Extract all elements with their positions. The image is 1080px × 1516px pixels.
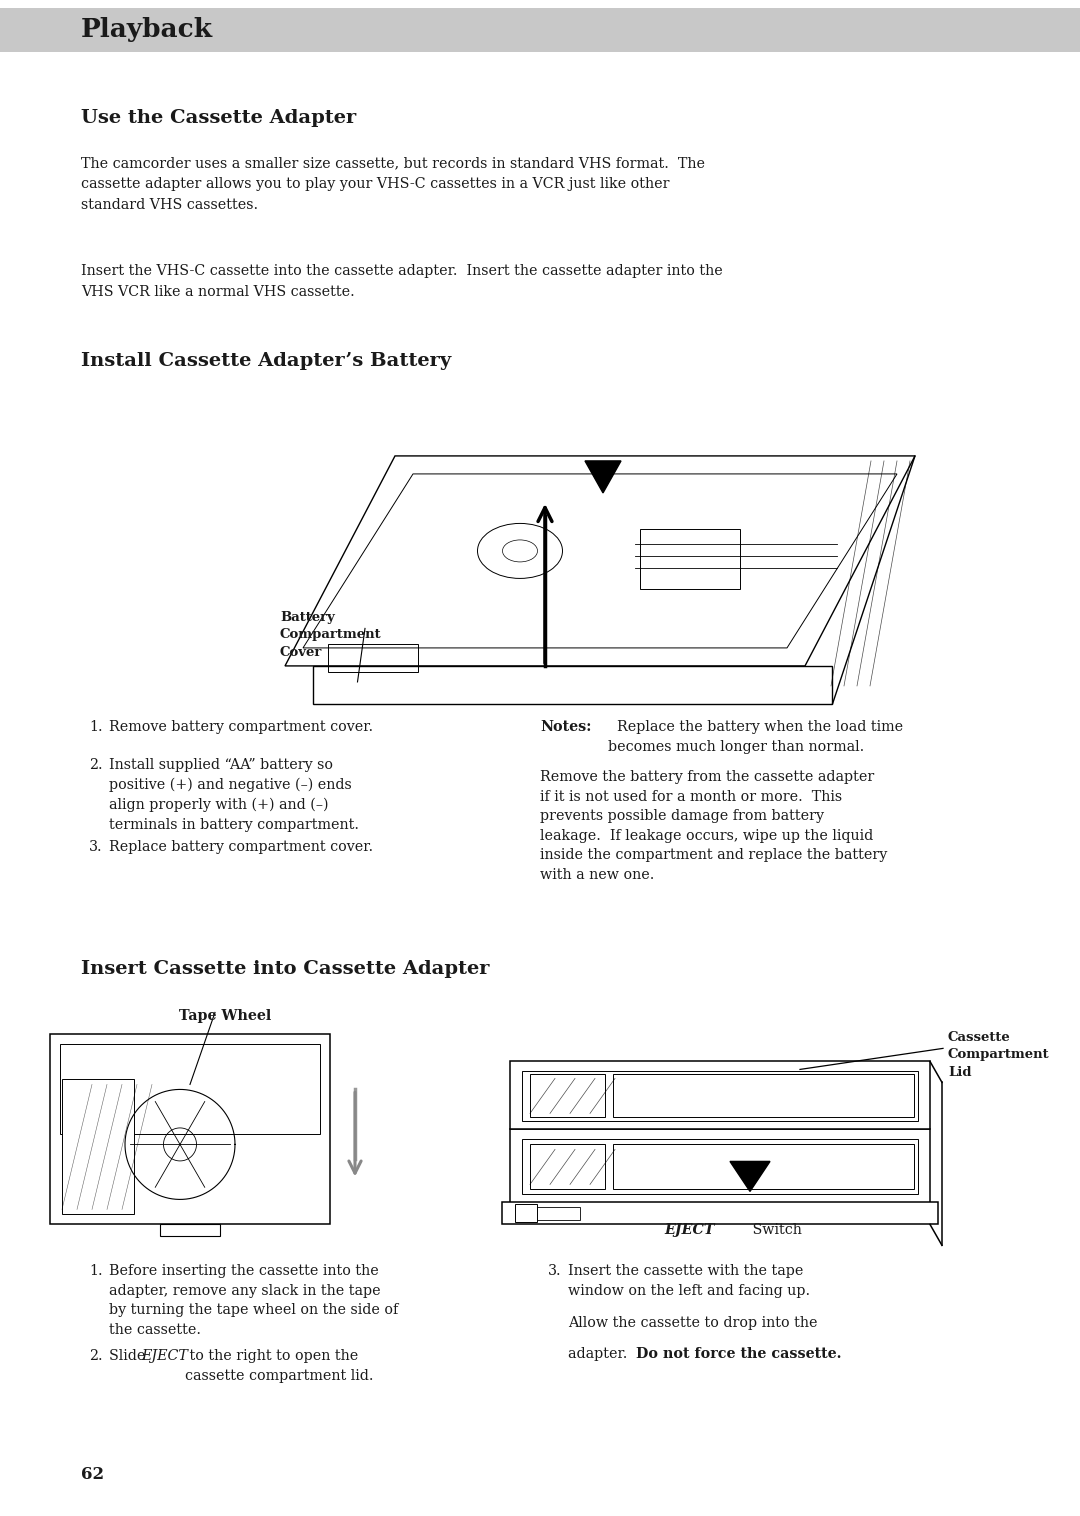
- Polygon shape: [585, 461, 621, 493]
- Text: Remove battery compartment cover.: Remove battery compartment cover.: [109, 720, 373, 734]
- Text: 1.: 1.: [89, 1264, 103, 1278]
- Text: EJECT: EJECT: [665, 1223, 715, 1237]
- Text: Replace the battery when the load time
becomes much longer than normal.: Replace the battery when the load time b…: [608, 720, 903, 753]
- Text: Compartment: Compartment: [948, 1049, 1050, 1061]
- Text: Replace battery compartment cover.: Replace battery compartment cover.: [109, 840, 373, 854]
- Bar: [530, 1075, 605, 1117]
- Text: Insert the VHS-C cassette into the cassette adapter.  Insert the cassette adapte: Insert the VHS-C cassette into the casse…: [81, 264, 723, 299]
- Bar: [510, 1129, 930, 1204]
- Text: The camcorder uses a smaller size cassette, but records in standard VHS format. : The camcorder uses a smaller size casset…: [81, 156, 705, 212]
- Text: Install supplied “AA” battery so
positive (+) and negative (–) ends
align proper: Install supplied “AA” battery so positiv…: [109, 758, 359, 832]
- Bar: [327, 644, 418, 672]
- Text: Switch: Switch: [748, 1223, 801, 1237]
- Text: Battery: Battery: [280, 611, 335, 625]
- Bar: [502, 1202, 939, 1225]
- Bar: [525, 1207, 580, 1220]
- Text: Install Cassette Adapter’s Battery: Install Cassette Adapter’s Battery: [81, 352, 451, 370]
- Text: Compartment: Compartment: [280, 629, 381, 641]
- Text: Insert the cassette with the tape
window on the left and facing up.: Insert the cassette with the tape window…: [568, 1264, 810, 1298]
- Text: Tape Wheel: Tape Wheel: [179, 1010, 271, 1023]
- Text: Cassette: Cassette: [948, 1031, 1011, 1045]
- Bar: [613, 1145, 914, 1190]
- Bar: [613, 1075, 914, 1117]
- Polygon shape: [730, 1161, 770, 1192]
- Bar: [0, 8, 1080, 52]
- Bar: [530, 1145, 605, 1190]
- Bar: [160, 1225, 220, 1237]
- Text: Do not force the cassette.: Do not force the cassette.: [636, 1346, 841, 1361]
- Text: adapter.: adapter.: [568, 1346, 636, 1361]
- Text: 2.: 2.: [89, 1349, 103, 1363]
- Text: Cover: Cover: [280, 646, 322, 659]
- Text: Insert Cassette into Cassette Adapter: Insert Cassette into Cassette Adapter: [81, 960, 489, 978]
- Bar: [522, 1140, 918, 1195]
- Text: 3.: 3.: [89, 840, 103, 854]
- Text: 62: 62: [81, 1466, 104, 1483]
- Text: Before inserting the cassette into the
adapter, remove any slack in the tape
by : Before inserting the cassette into the a…: [109, 1264, 399, 1337]
- Text: Playback: Playback: [81, 18, 213, 42]
- Bar: [522, 1072, 918, 1122]
- Text: Remove the battery from the cassette adapter
if it is not used for a month or mo: Remove the battery from the cassette ada…: [540, 770, 888, 882]
- Bar: [515, 1204, 537, 1222]
- Bar: [640, 529, 740, 588]
- Text: 1.: 1.: [89, 720, 103, 734]
- Bar: [62, 1079, 134, 1214]
- Text: EJECT: EJECT: [141, 1349, 188, 1363]
- Text: to the right to open the
cassette compartment lid.: to the right to open the cassette compar…: [185, 1349, 374, 1383]
- Bar: [510, 1061, 930, 1129]
- Text: Use the Cassette Adapter: Use the Cassette Adapter: [81, 109, 356, 127]
- Text: Slide: Slide: [109, 1349, 150, 1363]
- Text: 3.: 3.: [548, 1264, 562, 1278]
- Text: Lid: Lid: [948, 1066, 972, 1079]
- Bar: [50, 1034, 330, 1225]
- Text: Allow the cassette to drop into the: Allow the cassette to drop into the: [568, 1316, 818, 1331]
- Text: 2.: 2.: [89, 758, 103, 772]
- Bar: [60, 1045, 320, 1134]
- Text: Notes:: Notes:: [540, 720, 592, 734]
